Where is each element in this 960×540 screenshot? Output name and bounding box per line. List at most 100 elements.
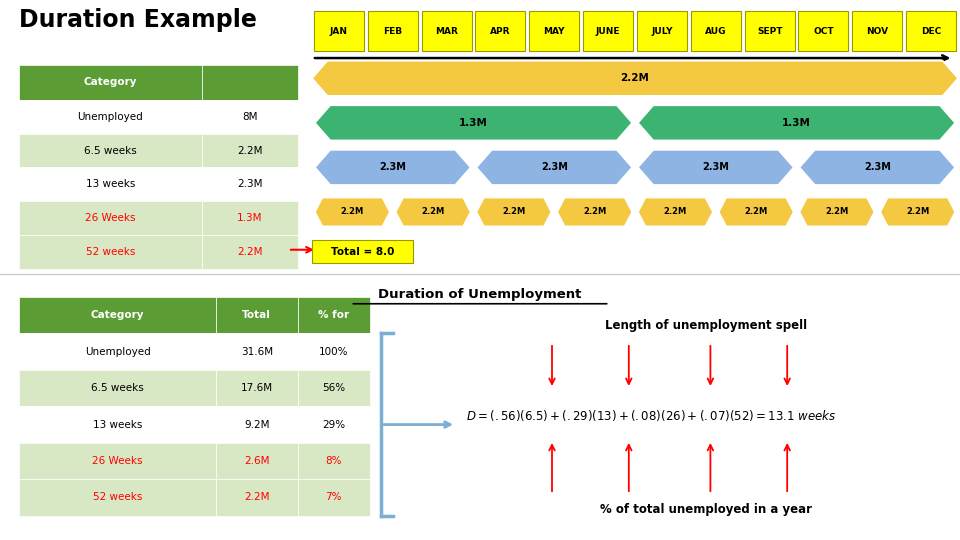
FancyBboxPatch shape <box>19 333 216 370</box>
Text: 8%: 8% <box>325 456 342 466</box>
Text: 26 Weeks: 26 Weeks <box>92 456 143 466</box>
Text: AUG: AUG <box>705 26 727 36</box>
Text: Unemployed: Unemployed <box>78 112 143 122</box>
Text: 31.6M: 31.6M <box>241 347 273 357</box>
Text: 26 Weeks: 26 Weeks <box>85 213 135 223</box>
Polygon shape <box>312 60 958 96</box>
Text: 52 weeks: 52 weeks <box>93 492 142 503</box>
Text: Category: Category <box>84 77 137 87</box>
Text: DEC: DEC <box>921 26 942 36</box>
Text: FEB: FEB <box>383 26 402 36</box>
Text: 2.2M: 2.2M <box>237 247 262 257</box>
FancyBboxPatch shape <box>19 65 202 100</box>
FancyBboxPatch shape <box>19 167 202 201</box>
Text: 2.3M: 2.3M <box>379 163 406 172</box>
Polygon shape <box>476 198 551 226</box>
Text: % for: % for <box>318 310 349 320</box>
Polygon shape <box>396 198 470 226</box>
Polygon shape <box>637 150 794 185</box>
Text: MAR: MAR <box>435 26 458 36</box>
FancyBboxPatch shape <box>298 443 370 480</box>
Text: Duration Example: Duration Example <box>19 8 257 32</box>
Text: 2.2M: 2.2M <box>341 207 364 217</box>
FancyBboxPatch shape <box>906 11 956 51</box>
Polygon shape <box>880 198 955 226</box>
FancyBboxPatch shape <box>202 65 298 100</box>
Text: % of total unemployed in a year: % of total unemployed in a year <box>600 503 811 516</box>
Polygon shape <box>719 198 794 226</box>
Text: 17.6M: 17.6M <box>241 383 273 393</box>
Text: 2.2M: 2.2M <box>502 207 525 217</box>
FancyBboxPatch shape <box>421 11 471 51</box>
FancyBboxPatch shape <box>202 167 298 201</box>
FancyBboxPatch shape <box>691 11 741 51</box>
Text: 2.3M: 2.3M <box>864 163 891 172</box>
FancyBboxPatch shape <box>19 297 216 333</box>
Polygon shape <box>476 150 632 185</box>
Text: 2.6M: 2.6M <box>244 456 270 466</box>
Polygon shape <box>315 150 470 185</box>
FancyBboxPatch shape <box>529 11 579 51</box>
Text: 2.2M: 2.2M <box>906 207 929 217</box>
Text: 2.3M: 2.3M <box>703 163 730 172</box>
FancyBboxPatch shape <box>583 11 634 51</box>
FancyBboxPatch shape <box>202 133 298 167</box>
Text: 9.2M: 9.2M <box>244 420 270 430</box>
FancyBboxPatch shape <box>19 370 216 406</box>
FancyBboxPatch shape <box>19 235 202 268</box>
Text: 29%: 29% <box>322 420 346 430</box>
Text: APR: APR <box>491 26 511 36</box>
Text: Duration of Unemployment: Duration of Unemployment <box>378 287 582 301</box>
FancyBboxPatch shape <box>202 100 298 133</box>
FancyBboxPatch shape <box>298 370 370 406</box>
Text: 100%: 100% <box>319 347 348 357</box>
Text: Total = 8.0: Total = 8.0 <box>330 247 395 257</box>
Text: 2.2M: 2.2M <box>663 207 687 217</box>
Text: 13 weeks: 13 weeks <box>85 179 135 190</box>
Text: Length of unemployment spell: Length of unemployment spell <box>605 319 806 332</box>
Text: JAN: JAN <box>330 26 348 36</box>
Text: 2.2M: 2.2M <box>620 73 650 83</box>
Polygon shape <box>637 105 955 140</box>
FancyBboxPatch shape <box>19 443 216 480</box>
Text: 2.2M: 2.2M <box>244 492 270 503</box>
FancyBboxPatch shape <box>202 235 298 268</box>
FancyBboxPatch shape <box>745 11 795 51</box>
Text: 8M: 8M <box>242 112 257 122</box>
FancyBboxPatch shape <box>298 333 370 370</box>
FancyBboxPatch shape <box>314 11 364 51</box>
Text: NOV: NOV <box>866 26 888 36</box>
FancyBboxPatch shape <box>19 406 216 443</box>
Text: 6.5 weeks: 6.5 weeks <box>91 383 144 393</box>
Text: $D=(.56)(6.5)+(.29)(13)+(.08)(26)+(.07)(52)=13.1\ \mathit{weeks}$: $D=(.56)(6.5)+(.29)(13)+(.08)(26)+(.07)(… <box>466 408 836 423</box>
FancyBboxPatch shape <box>312 240 413 264</box>
Text: 2.2M: 2.2M <box>826 207 849 217</box>
FancyBboxPatch shape <box>368 11 418 51</box>
FancyBboxPatch shape <box>637 11 687 51</box>
FancyBboxPatch shape <box>19 201 202 235</box>
Text: JUNE: JUNE <box>596 26 620 36</box>
FancyBboxPatch shape <box>475 11 525 51</box>
Text: 2.2M: 2.2M <box>745 207 768 217</box>
Text: Category: Category <box>91 310 144 320</box>
Text: Unemployed: Unemployed <box>84 347 151 357</box>
Text: SEPT: SEPT <box>756 26 782 36</box>
FancyBboxPatch shape <box>216 443 298 480</box>
Polygon shape <box>557 198 632 226</box>
Text: JULY: JULY <box>651 26 673 36</box>
FancyBboxPatch shape <box>298 480 370 516</box>
Text: 2.2M: 2.2M <box>583 207 607 217</box>
FancyBboxPatch shape <box>216 297 298 333</box>
FancyBboxPatch shape <box>216 333 298 370</box>
Text: OCT: OCT <box>813 26 834 36</box>
Text: 2.2M: 2.2M <box>237 145 262 156</box>
FancyBboxPatch shape <box>202 201 298 235</box>
Text: 56%: 56% <box>322 383 346 393</box>
Polygon shape <box>315 105 632 140</box>
Polygon shape <box>800 198 875 226</box>
Text: 6.5 weeks: 6.5 weeks <box>84 145 136 156</box>
FancyBboxPatch shape <box>852 11 902 51</box>
Text: 2.2M: 2.2M <box>421 207 444 217</box>
FancyBboxPatch shape <box>216 406 298 443</box>
FancyBboxPatch shape <box>298 297 370 333</box>
